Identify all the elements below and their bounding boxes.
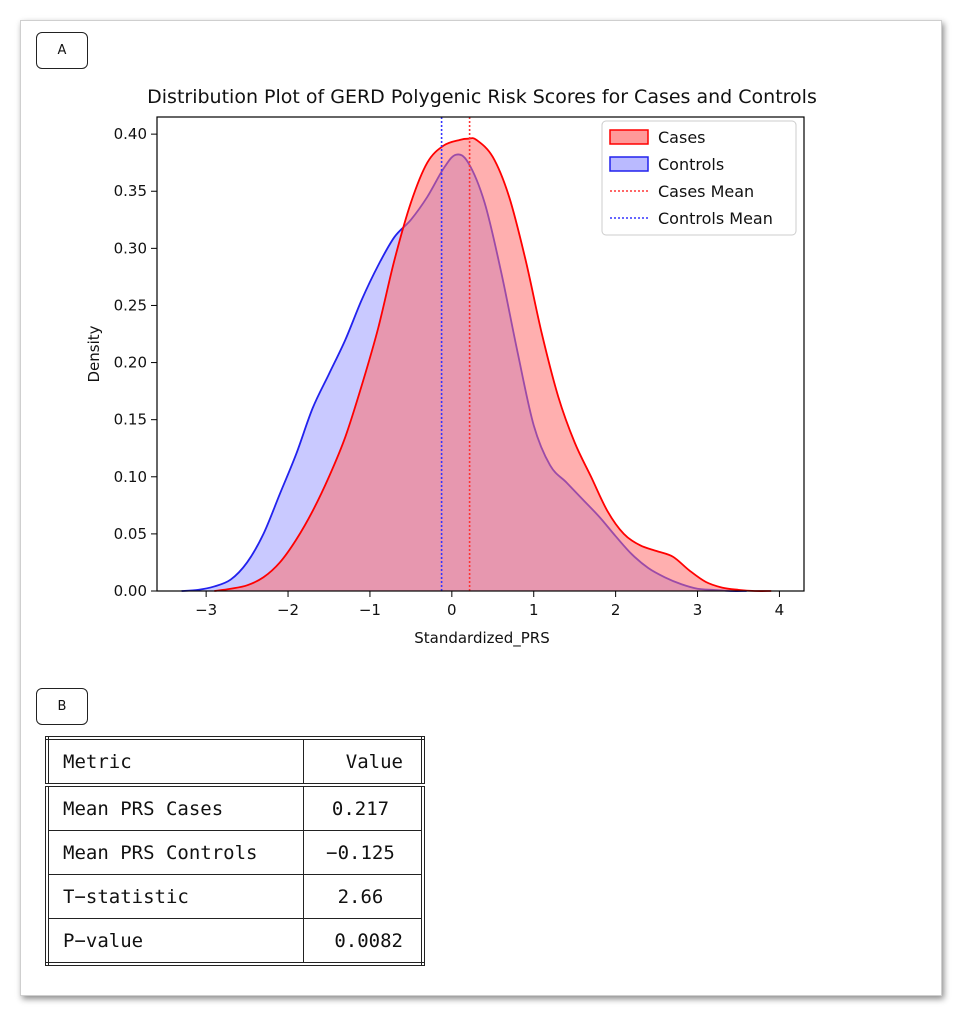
panel-label-a: A xyxy=(36,32,88,69)
y-tick-label: 0.40 xyxy=(114,125,147,143)
x-tick-label: 2 xyxy=(611,601,621,619)
legend-label: Controls Mean xyxy=(658,209,773,228)
x-tick-label: −2 xyxy=(277,601,299,619)
x-tick-label: 1 xyxy=(529,601,539,619)
panel-label-b: B xyxy=(36,688,88,725)
row-metric: T−statistic xyxy=(46,874,304,919)
plot-frame xyxy=(156,116,805,592)
y-tick-label: 0.05 xyxy=(114,525,147,543)
y-axis: 0.00 0.05 0.10 0.15 0.20 0.25 0.30 0.35 0.40 xyxy=(114,125,157,600)
density-chart: Distribution Plot of GERD Polygenic Risk… xyxy=(85,86,817,648)
table-row: T−statistic 2.66 xyxy=(46,874,424,919)
y-tick-label: 0.10 xyxy=(114,468,147,486)
header-value: Value xyxy=(303,737,424,787)
x-tick-label: 3 xyxy=(693,601,703,619)
panel-label-b-text: B xyxy=(57,699,67,714)
x-axis: −3 −2 −1 0 1 2 3 4 xyxy=(195,591,784,619)
x-tick-label: 0 xyxy=(447,601,457,619)
y-tick-label: 0.35 xyxy=(114,182,147,200)
y-tick-label: 0.25 xyxy=(114,296,147,314)
chart-title: Distribution Plot of GERD Polygenic Risk… xyxy=(147,86,817,108)
legend-label: Cases xyxy=(658,128,706,147)
panel-label-a-text: A xyxy=(57,43,67,58)
header-metric: Metric xyxy=(46,737,304,787)
y-tick-label: 0.15 xyxy=(114,411,147,429)
stats-table: Metric Value Mean PRS Cases 0.217 Mean P… xyxy=(45,736,425,966)
plot-area xyxy=(181,117,772,592)
series-area-cases xyxy=(214,138,772,592)
legend-frame xyxy=(601,120,797,236)
y-tick-label: 0.20 xyxy=(114,354,147,372)
series-line-cases xyxy=(214,137,772,592)
row-metric: Mean PRS Cases xyxy=(46,784,304,831)
row-metric: P−value xyxy=(46,918,304,965)
row-value: 2.66 xyxy=(303,874,424,919)
table-row: Mean PRS Cases 0.217 xyxy=(46,784,424,831)
row-value: 0.217 xyxy=(303,784,424,831)
y-axis-label: Density xyxy=(85,325,103,382)
table-row: P−value 0.0082 xyxy=(46,918,424,965)
x-axis-label: Standardized_PRS xyxy=(414,629,550,648)
row-value: 0.0082 xyxy=(303,918,424,965)
table-header-row: Metric Value xyxy=(46,737,424,787)
x-tick-label: −1 xyxy=(359,601,381,619)
chart-legend: Cases Controls Cases Mean Controls Mean xyxy=(601,120,797,236)
table-row: Mean PRS Controls −0.125 xyxy=(46,830,424,875)
row-value: −0.125 xyxy=(303,830,424,875)
x-tick-label: 4 xyxy=(775,601,785,619)
y-tick-label: 0.00 xyxy=(114,582,147,600)
legend-swatch xyxy=(609,156,649,172)
x-tick-label: −3 xyxy=(195,601,217,619)
legend-swatch xyxy=(609,129,649,145)
y-tick-label: 0.30 xyxy=(114,239,147,257)
legend-label: Controls xyxy=(658,155,724,174)
legend-label: Cases Mean xyxy=(658,182,754,201)
row-metric: Mean PRS Controls xyxy=(46,830,304,875)
